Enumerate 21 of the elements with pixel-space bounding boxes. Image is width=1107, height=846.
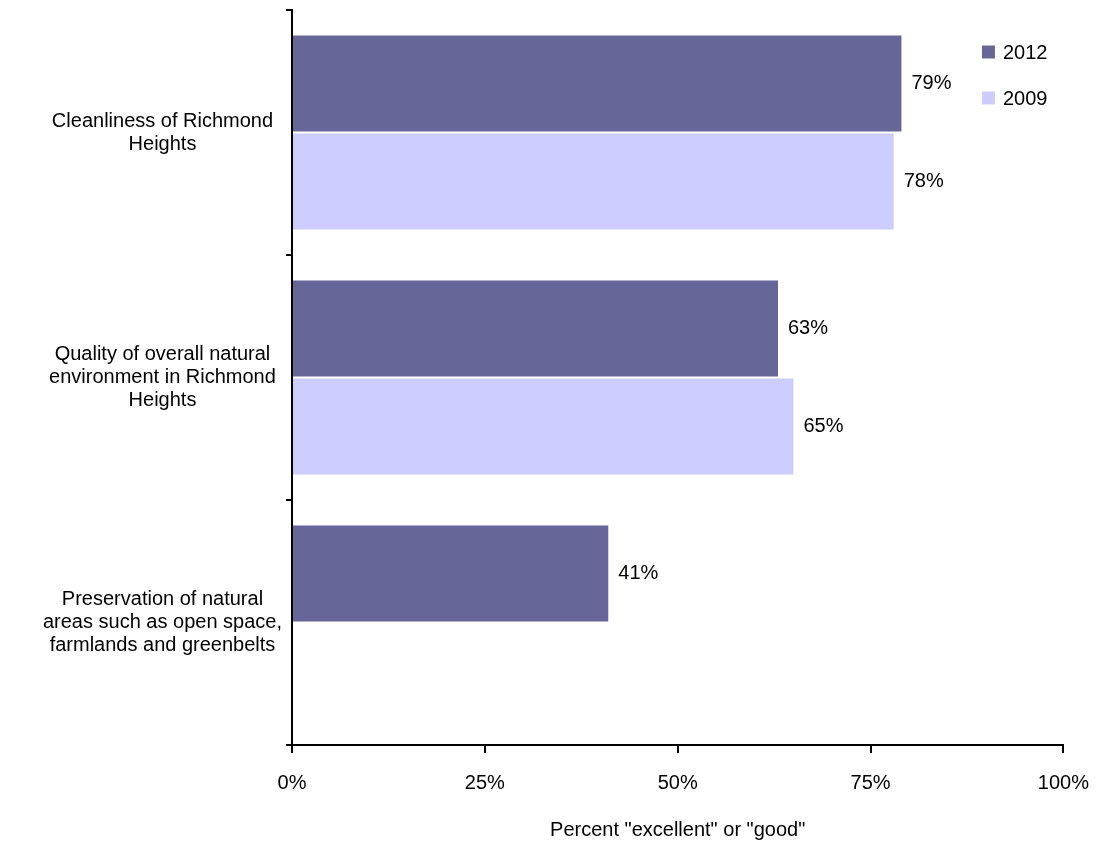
x-tick-label: 75% (850, 770, 891, 793)
bar (293, 133, 894, 230)
y-tick-label: Preservation of natural areas such as open space, farmlands and greenbelts (42, 587, 282, 656)
bar (293, 35, 902, 132)
data-label: 78% (903, 169, 944, 192)
data-label: 65% (803, 414, 844, 437)
data-label: 79% (911, 71, 952, 94)
legend-label: 2012 (1002, 40, 1048, 63)
data-label: 41% (618, 561, 659, 584)
y-tick-label: Cleanliness of Richmond Heights (51, 108, 274, 154)
x-tick-label: 25% (464, 770, 506, 793)
y-tick-label: Quality of overall natural environment in Richmond Heights (49, 342, 276, 411)
x-tick-label: 0% (277, 770, 307, 793)
bar (293, 280, 778, 377)
legend-label: 2009 (1002, 86, 1048, 109)
x-tick-label: 100% (1037, 770, 1090, 793)
bar (293, 525, 609, 622)
data-label: 63% (788, 316, 829, 339)
bar (293, 378, 794, 475)
x-axis-title: Percent "excellent" or "good" (550, 817, 806, 840)
x-tick-label: 50% (657, 770, 698, 793)
